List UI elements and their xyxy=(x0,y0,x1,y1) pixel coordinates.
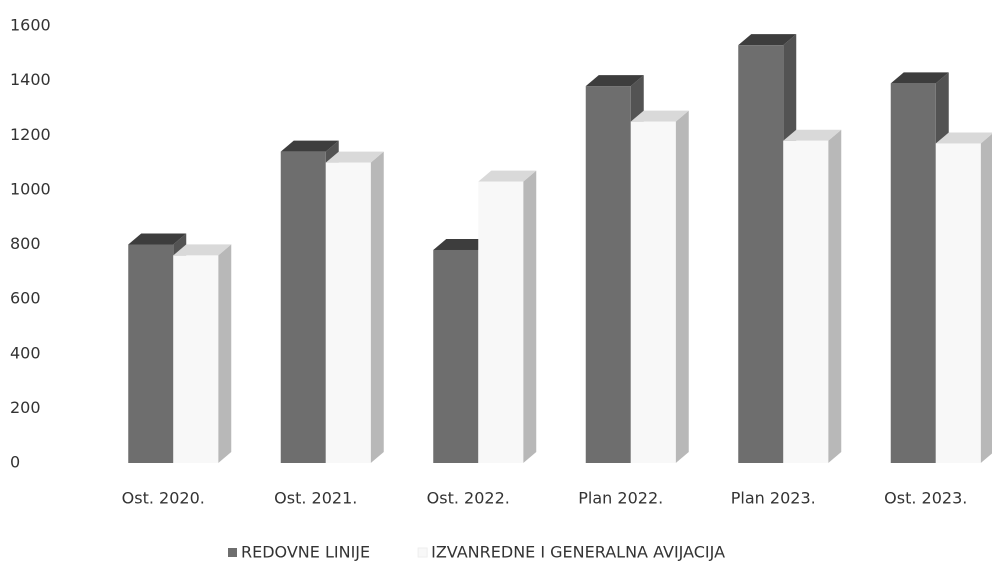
bar-top xyxy=(325,151,384,163)
bar-front xyxy=(630,121,676,463)
bar-top xyxy=(738,34,797,46)
bar-side xyxy=(980,133,992,463)
bar-front xyxy=(585,86,631,464)
bar-front xyxy=(173,255,219,463)
bar-top xyxy=(783,129,842,141)
bar xyxy=(325,151,384,463)
legend-swatch xyxy=(228,548,237,557)
bar-top xyxy=(585,75,644,87)
x-tick-label: Ost. 2023. xyxy=(884,489,967,508)
bar-front xyxy=(325,162,371,463)
bar-side xyxy=(675,110,689,463)
bar-front xyxy=(890,83,936,463)
y-tick-label: 1400 xyxy=(10,70,51,89)
bar-top xyxy=(280,140,339,152)
bar-front xyxy=(478,181,524,463)
y-tick-label: 1600 xyxy=(10,16,51,35)
bar xyxy=(783,129,842,463)
bar xyxy=(935,132,992,463)
bar-side xyxy=(523,170,537,463)
bar-top xyxy=(128,233,187,245)
bar-front xyxy=(280,151,326,463)
y-tick-label: 400 xyxy=(10,343,41,362)
legend-label: REDOVNE LINIJE xyxy=(241,543,370,562)
y-tick-label: 1000 xyxy=(10,179,51,198)
y-tick-label: 800 xyxy=(10,234,41,253)
bar xyxy=(478,170,537,463)
x-tick-label: Ost. 2022. xyxy=(427,489,510,508)
bar-front xyxy=(433,249,479,463)
x-tick-label: Ost. 2021. xyxy=(274,489,357,508)
bar-front xyxy=(738,45,784,464)
bar-top xyxy=(478,170,537,182)
legend-swatch xyxy=(417,547,428,558)
y-tick-label: 200 xyxy=(10,398,41,417)
x-tick-label: Ost. 2020. xyxy=(122,489,205,508)
x-tick-label: Plan 2022. xyxy=(578,489,663,508)
bar xyxy=(173,244,232,463)
bar-side xyxy=(828,129,842,463)
legend-label: IZVANREDNE I GENERALNA AVIJACIJA xyxy=(431,543,725,562)
bar-front xyxy=(935,143,981,463)
bar-side xyxy=(370,151,384,463)
bar-front xyxy=(783,140,829,463)
bar-top xyxy=(433,238,492,250)
bar xyxy=(630,110,689,463)
y-tick-label: 600 xyxy=(10,289,41,308)
bar-side xyxy=(218,244,232,463)
bar-top xyxy=(890,72,949,84)
bar-top xyxy=(173,244,232,256)
x-tick-label: Plan 2023. xyxy=(731,489,816,508)
bar-top xyxy=(935,132,992,144)
y-tick-label: 0 xyxy=(10,453,20,472)
y-tick-label: 1200 xyxy=(10,125,51,144)
bar-top xyxy=(630,110,689,122)
bar-front xyxy=(128,244,174,463)
